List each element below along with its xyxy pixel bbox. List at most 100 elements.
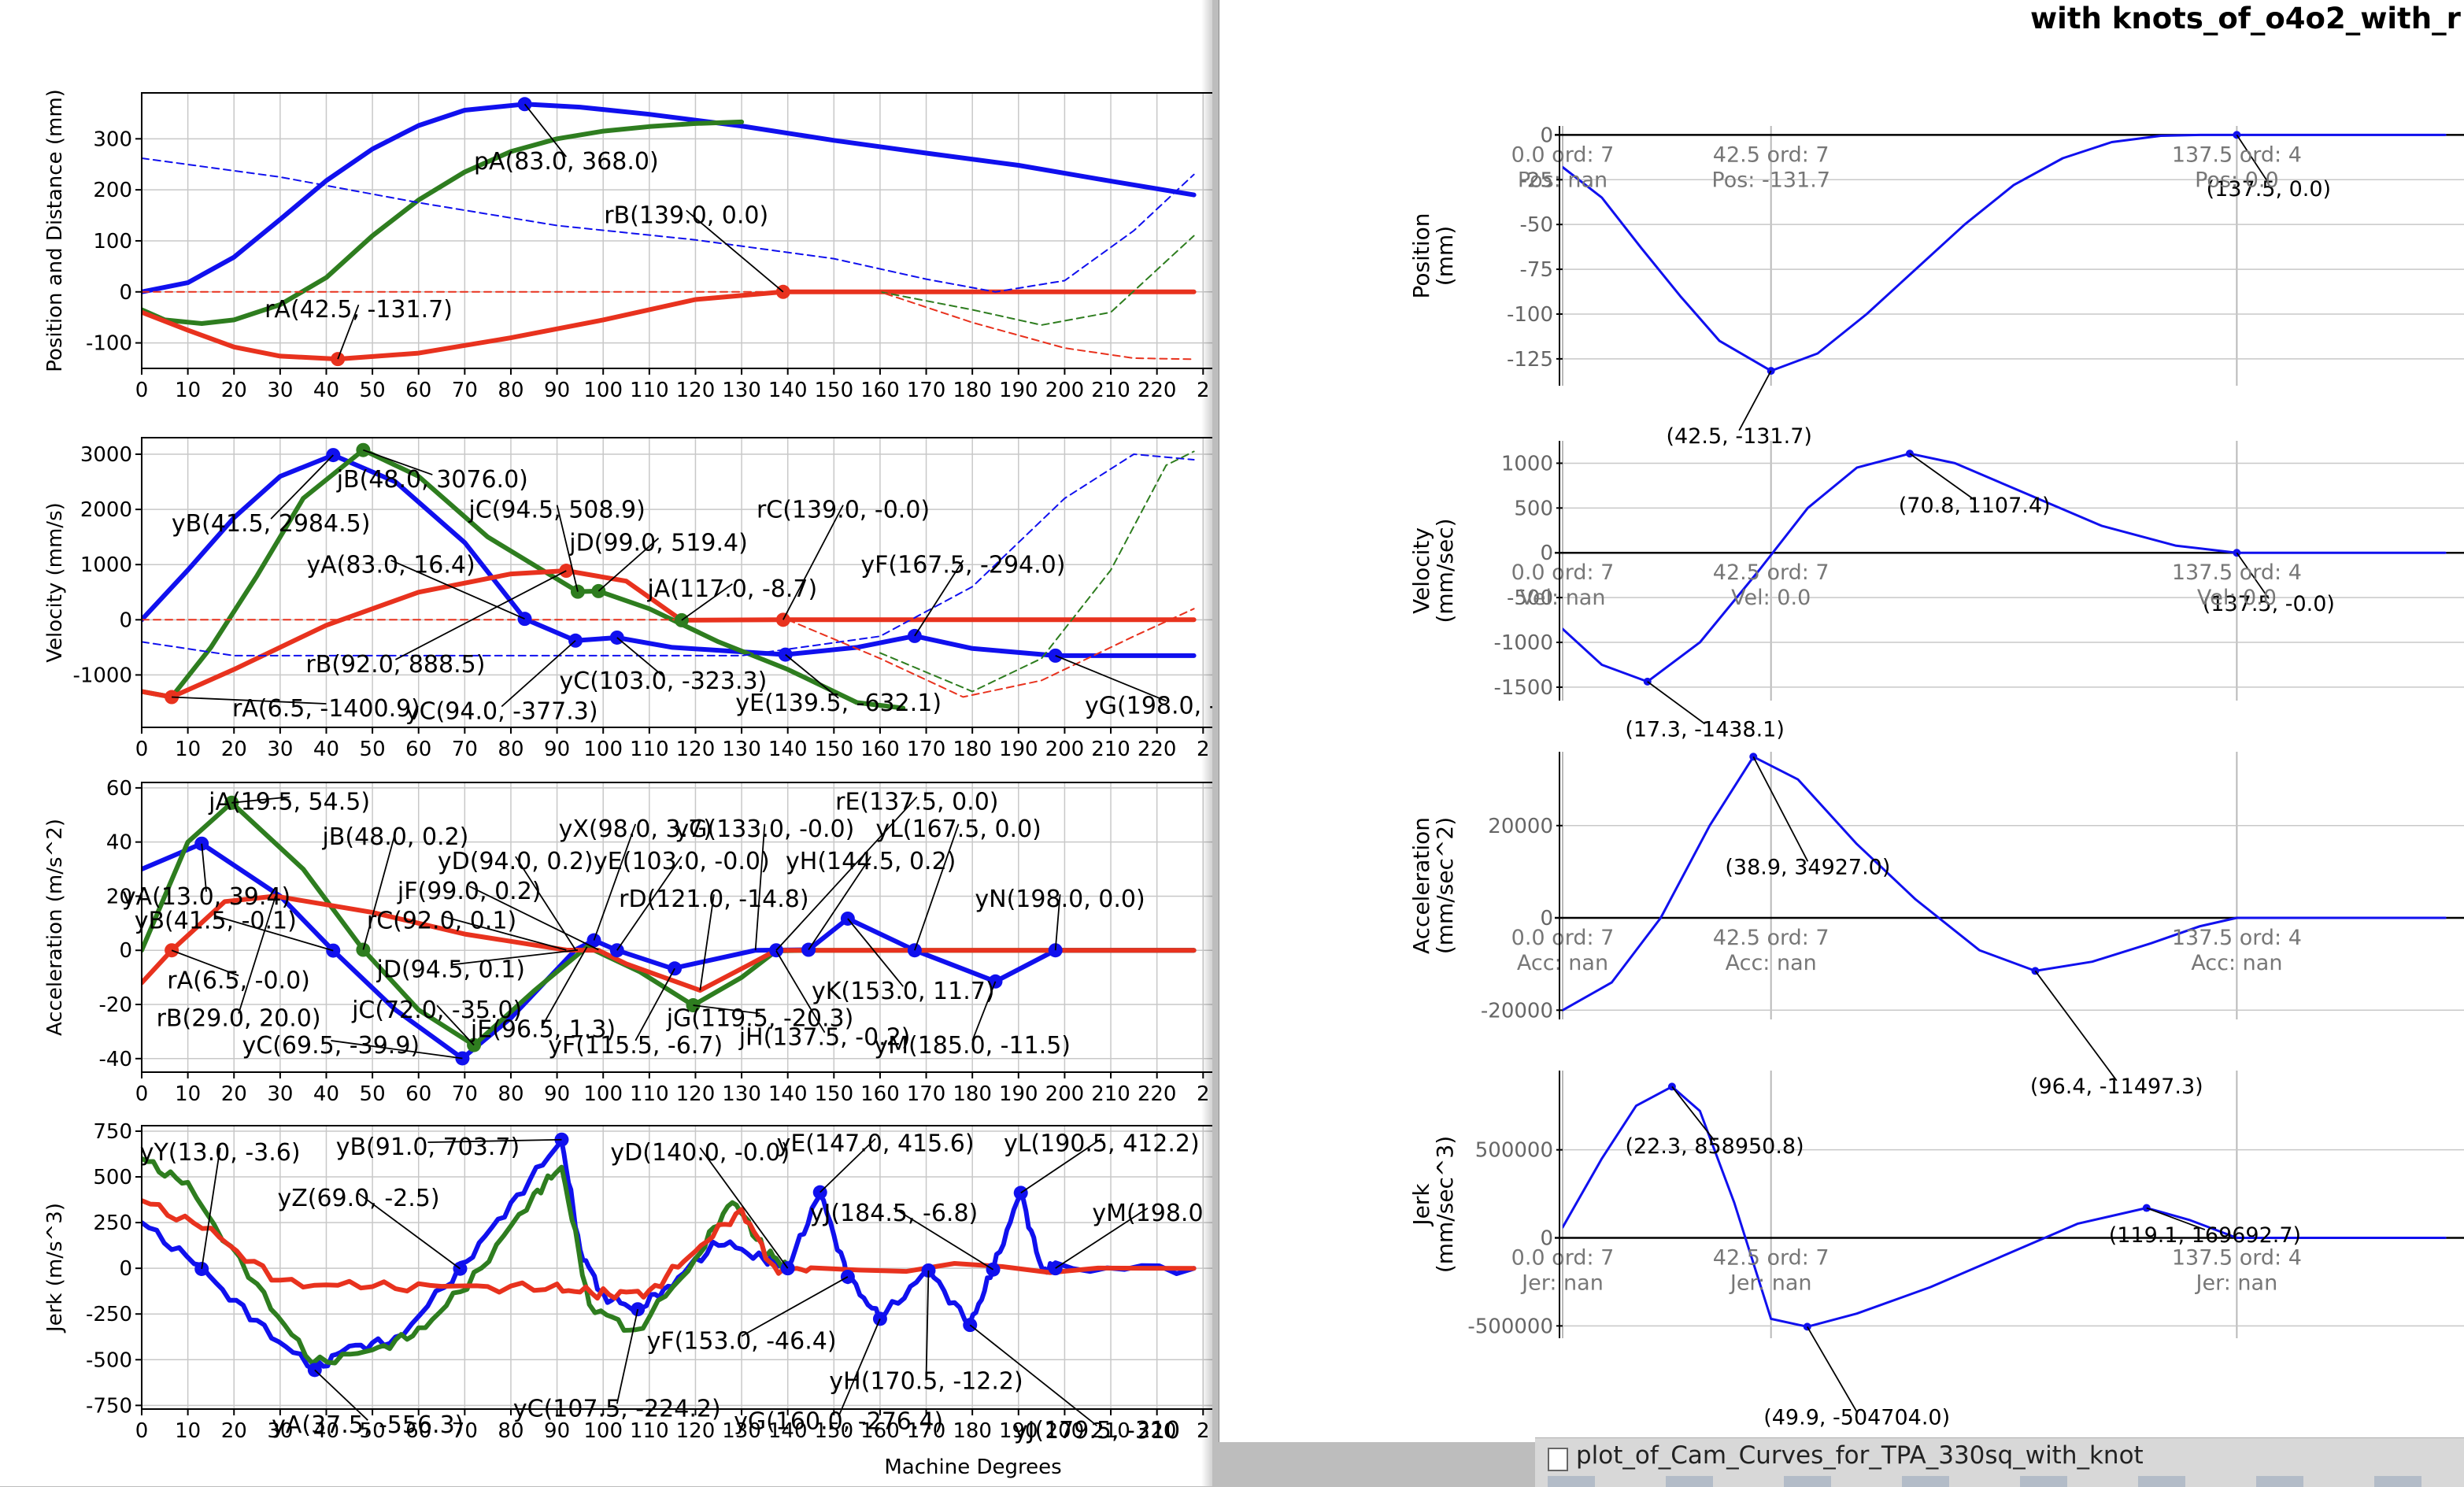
knot-value-label: Acc: nan	[1726, 951, 1817, 975]
series-group	[142, 97, 1197, 367]
x-tick-label: 70	[452, 738, 478, 761]
annotation-label: rC(139.0, -0.0)	[757, 497, 930, 524]
x-tick-label: 10	[175, 738, 201, 761]
annotation-arrow	[215, 915, 334, 952]
x-tick-label: 210	[1091, 1419, 1130, 1443]
knot-label: 42.5 ord: 7	[1713, 142, 1830, 167]
annotation-label: (137.5, -0.0)	[2203, 592, 2335, 616]
annotation-arrow	[390, 559, 525, 620]
knot-value-label: Jer: nan	[1520, 1271, 1604, 1296]
annotation-label: yZ(69.0, -2.5)	[277, 1185, 439, 1212]
x-tick-label: 2	[1197, 1082, 1210, 1106]
annotation-arrow	[1909, 453, 1975, 501]
y-tick-label: 250	[93, 1211, 132, 1235]
annotation-label: jF(99.0, 0.2)	[397, 878, 542, 905]
x-tick-label: 10	[175, 1082, 201, 1106]
annotation-label: jD(94.5, 0.1)	[376, 956, 525, 984]
document-icon	[1548, 1448, 1568, 1471]
x-tick-label: 2	[1197, 738, 1210, 761]
y-tick-label: 0	[119, 1257, 132, 1281]
x-tick-label: 70	[452, 1082, 478, 1106]
annotation-label: jD(99.0, 519.4)	[568, 530, 748, 557]
y-tick-label: -1500	[1493, 676, 1553, 700]
annotation-label: yH(144.5, 0.2)	[786, 848, 956, 875]
annotation-arrow	[1738, 370, 1772, 431]
y-tick-label: -500000	[1467, 1315, 1553, 1338]
annotation-label: pA(83.0, 368.0)	[474, 148, 659, 176]
x-tick-label: 90	[544, 379, 570, 402]
annotation-arrow	[914, 823, 960, 951]
annotation-arrow	[450, 949, 579, 966]
annotation-arrow	[914, 560, 964, 637]
x-tick-label: 40	[313, 738, 339, 761]
y-tick-label: -25	[1520, 168, 1553, 192]
knot-value-label: Jer: nan	[2195, 1271, 2278, 1296]
knot-label: 137.5 ord: 4	[2172, 560, 2302, 585]
annotation-arrow	[172, 696, 327, 705]
x-tick-label: 30	[267, 738, 293, 761]
annotation-arrow	[1647, 681, 1706, 725]
panel-right-jerk: 500000 0 -500000 (22.3, 858950.8) (49.9, -50…	[1408, 1071, 2464, 1430]
x-tick-label: 30	[267, 1419, 293, 1443]
axes-frame	[141, 437, 1212, 728]
annotation-label: yM(185.0, -11.5)	[874, 1032, 1071, 1060]
series-line-blue-0	[1563, 452, 2447, 683]
y-axis-label: (mm/sec^3)	[1432, 1136, 1458, 1273]
annotation-arrow	[337, 304, 360, 360]
x-tick-label: 130	[722, 738, 761, 761]
annotation-label: yA(83.0, 16.4)	[306, 552, 475, 579]
x-tick-label: 30	[267, 379, 293, 402]
annotation-arrow	[524, 103, 568, 157]
knot-value-label: Acc: nan	[2191, 951, 2282, 975]
x-tick-label: 10	[175, 379, 201, 402]
x-tick-label: 110	[630, 379, 669, 402]
y-tick-label: 500	[1514, 497, 1553, 520]
y-tick-label: 0	[119, 939, 132, 963]
annotation-label: yB(41.5, 2984.5)	[172, 510, 371, 538]
annotation-arrow	[598, 538, 660, 592]
knot-value-label: Acc: nan	[1517, 951, 1608, 975]
annotation-arrow	[686, 209, 784, 293]
y-tick-label: 100	[93, 230, 132, 253]
annotation-label: yA(37.5, -556.3)	[272, 1411, 464, 1439]
series-line-blue-0	[1563, 1085, 2447, 1328]
annotation-label: (17.3, -1438.1)	[1625, 718, 1785, 742]
y-tick-label: -50	[1520, 213, 1553, 237]
y-tick-label: 20000	[1488, 815, 1553, 838]
x-tick-label: 180	[953, 379, 992, 402]
x-tick-label: 170	[907, 1419, 946, 1443]
annotation-arrow	[754, 823, 766, 951]
y-tick-label: 1000	[80, 553, 132, 577]
series-line-red-5	[786, 608, 1195, 698]
taskbar-window-label[interactable]: plot_of_Cam_Curves_for_TPA_330sq_with_kn…	[1576, 1441, 2144, 1470]
annotation-arrow	[270, 454, 334, 520]
x-tick-label: 170	[907, 1082, 946, 1106]
right-figure-title: with knots_of_o4o2_with_r	[2030, 2, 2462, 35]
knot-label: 137.5 ord: 4	[2172, 142, 2302, 167]
annotation-arrow	[427, 1138, 562, 1144]
x-tick-label: 80	[498, 379, 524, 402]
y-axis-label: Position	[1408, 213, 1434, 298]
x-tick-label: 40	[313, 379, 339, 402]
annotation-arrow	[782, 505, 844, 620]
series-line-green-1	[142, 1156, 790, 1366]
series-line-green-1	[142, 119, 745, 326]
x-tick-label: 210	[1091, 379, 1130, 402]
series-line-blue-3	[142, 453, 1195, 657]
data-point-marker	[224, 795, 239, 810]
taskbar-items[interactable]	[1548, 1476, 2445, 1487]
x-tick-label: 0	[135, 1419, 149, 1443]
series-line-green-1	[142, 800, 1197, 1048]
y-axis-label: Velocity (mm/s)	[43, 502, 67, 663]
x-tick-label: 100	[583, 1419, 623, 1443]
knot-value-label: Pos: 0.0	[2195, 168, 2279, 192]
x-tick-label: 50	[360, 1082, 386, 1106]
knot-value-label: Vel: nan	[1520, 586, 1606, 610]
annotation-arrow	[1752, 756, 1809, 862]
y-tick-label: 0	[119, 281, 132, 305]
series-line-blue-0	[1563, 755, 2447, 1012]
annotation-arrow	[331, 1040, 463, 1060]
y-axis-label: Jerk	[1408, 1183, 1434, 1227]
annotation-label: rA(6.5, -1400.9)	[232, 695, 420, 723]
